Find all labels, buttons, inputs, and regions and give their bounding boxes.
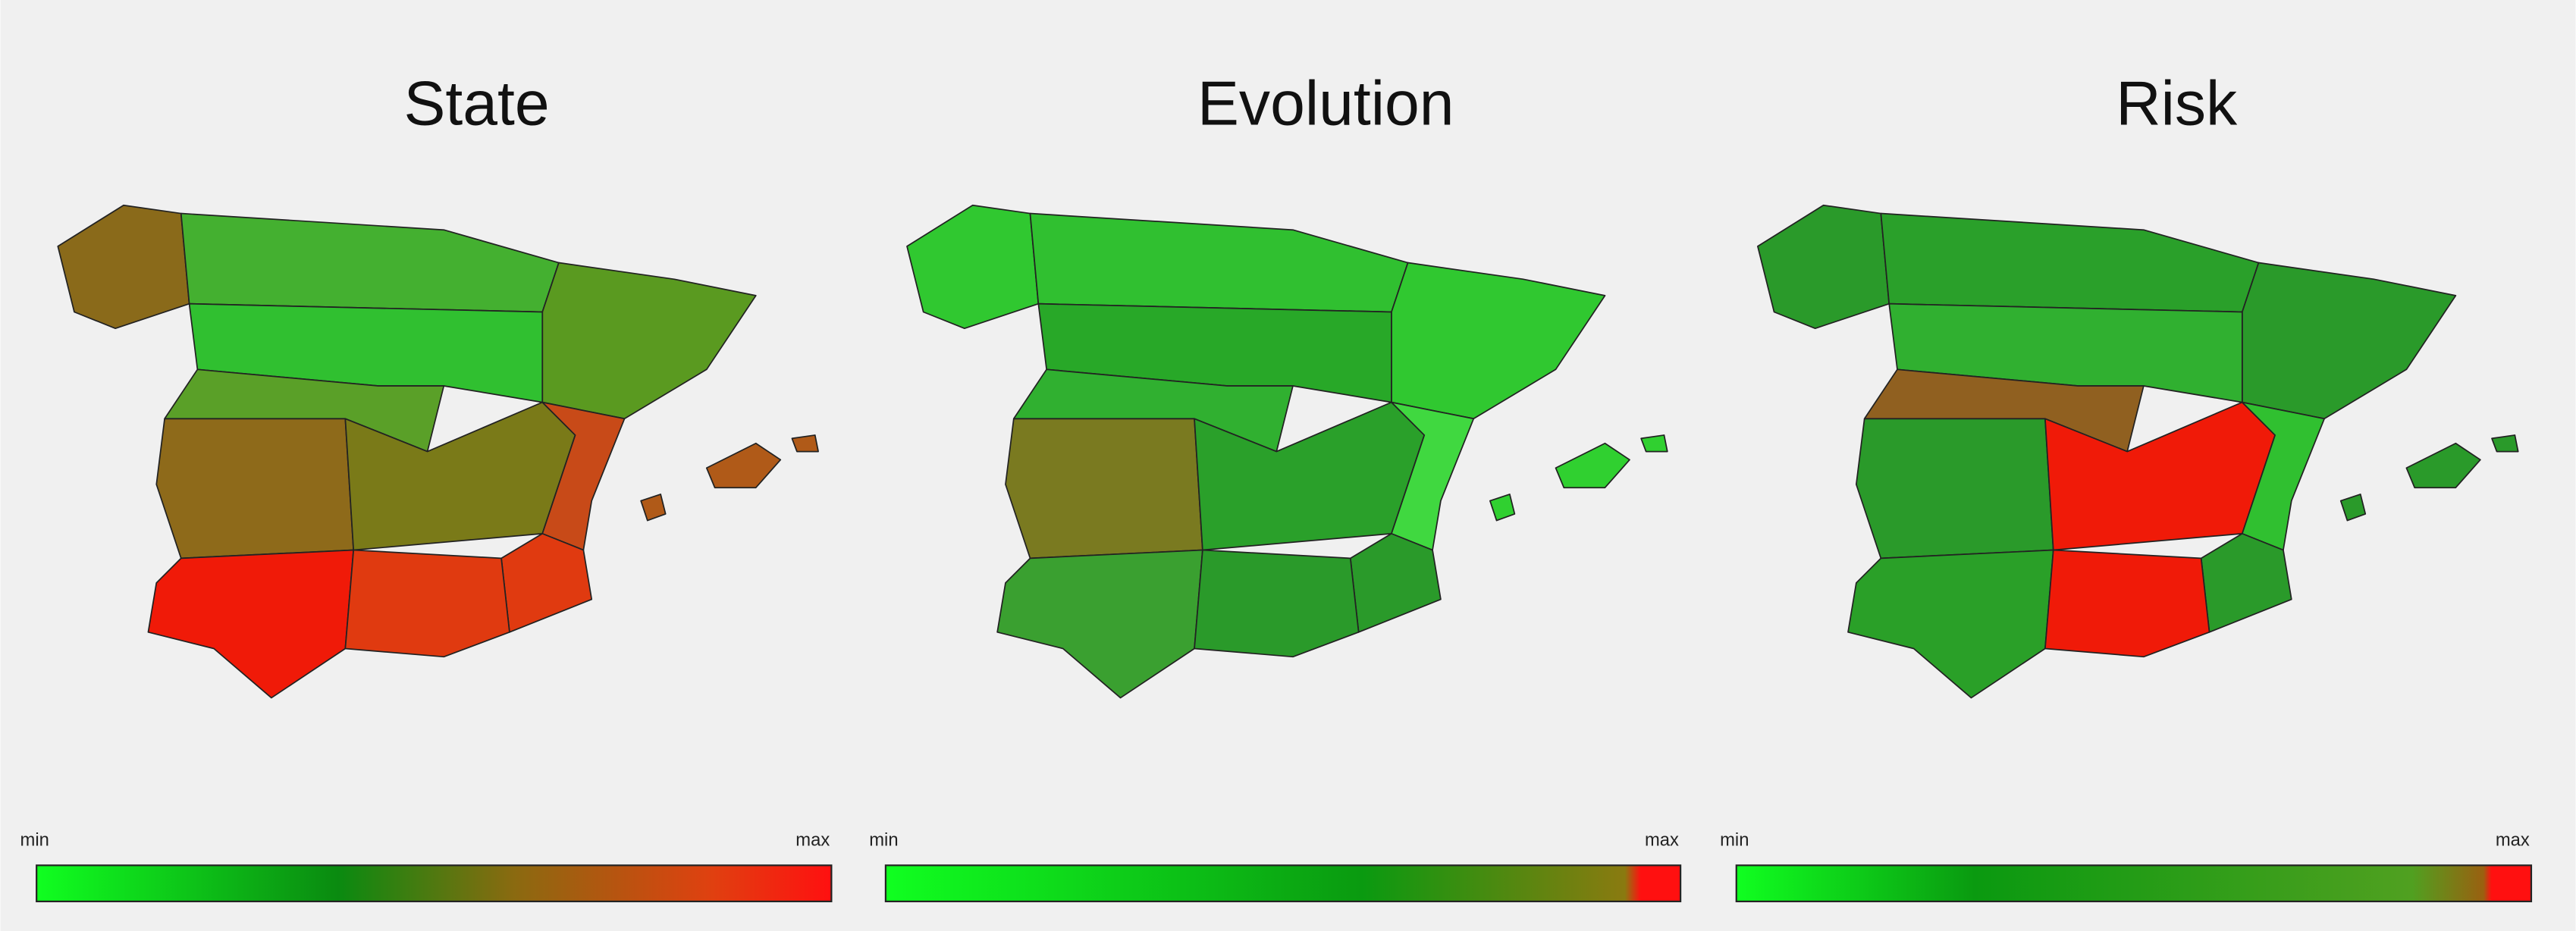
province [147,549,355,699]
panel: Risk min max [1720,70,2533,903]
legend-max: max [2496,829,2530,850]
province [1855,418,2054,560]
island [1489,494,1516,522]
province [344,549,510,658]
island [640,494,667,522]
island [1640,434,1668,453]
legend-min: min [1720,829,1749,850]
panel-title: State [404,70,550,139]
panel-title: Evolution [1197,70,1454,139]
panel: State min max [20,70,833,903]
legend-min: min [869,829,898,850]
map [1757,204,2519,699]
legend-bar [36,864,833,903]
legend-max: max [1645,829,1679,850]
island [2339,494,2367,522]
province [1349,533,1442,633]
province [2405,442,2481,489]
province [1847,549,2054,699]
province [2200,533,2292,633]
province [1555,442,1630,489]
province [500,533,593,633]
legend-bar [1735,864,2533,903]
legend-max: max [795,829,830,850]
legend-min: min [20,829,49,850]
map [57,204,819,699]
province [2044,549,2210,658]
island [2491,434,2519,453]
panel: Evolution min max [869,70,1682,903]
panel-title: Risk [2116,70,2238,139]
province [1005,418,1203,560]
province [705,442,782,489]
province [155,418,355,560]
map [906,204,1668,699]
province [1194,549,1360,658]
island [791,434,819,453]
legend-bar [884,864,1682,903]
province [996,549,1203,699]
